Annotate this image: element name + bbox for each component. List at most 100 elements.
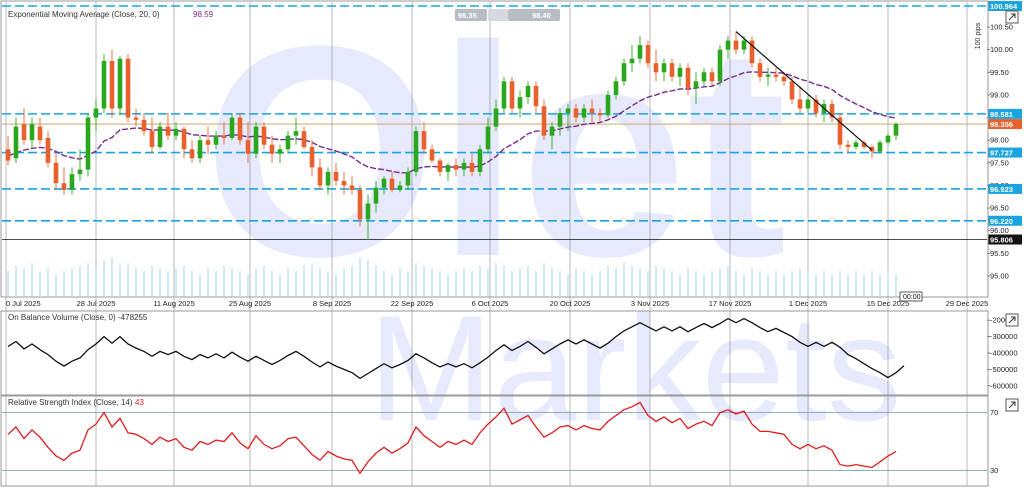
expand-icon[interactable] bbox=[1005, 10, 1019, 24]
candle-body bbox=[309, 146, 315, 168]
candle-body bbox=[541, 106, 547, 136]
candle-body bbox=[677, 67, 683, 77]
candle-body bbox=[365, 203, 371, 220]
watermark-logo-text: Olet bbox=[203, 0, 786, 319]
y-tick-label: 95.00 bbox=[990, 272, 1009, 281]
candle-body bbox=[157, 126, 163, 147]
quote-box[interactable]: 98.35 98.40 bbox=[455, 9, 560, 21]
candle-body bbox=[405, 171, 411, 186]
candle-body bbox=[325, 171, 331, 186]
price-tag-bg bbox=[988, 108, 1022, 119]
x-date-label: 20 Oct 2025 bbox=[550, 299, 591, 308]
candle-body bbox=[77, 169, 83, 175]
x-date-label: 15 Dec 2025 bbox=[867, 299, 910, 308]
candle-body bbox=[45, 137, 51, 163]
candle-body bbox=[549, 126, 555, 136]
y-tick-label: 100.50 bbox=[990, 23, 1013, 32]
candle-body bbox=[805, 99, 811, 109]
candle-body bbox=[117, 58, 123, 109]
y-tick-label: 95.50 bbox=[990, 249, 1009, 258]
rsi-expand-icon[interactable] bbox=[1005, 398, 1019, 412]
candle-body bbox=[149, 131, 155, 147]
y-tick-label: 97.50 bbox=[990, 158, 1009, 167]
candle-body bbox=[749, 40, 755, 64]
obv-tick-label: -400000 bbox=[990, 349, 1018, 358]
ema-indicator-label[interactable]: Exponential Moving Average (Close, 20, 0… bbox=[8, 10, 160, 19]
candle-body bbox=[37, 126, 43, 141]
candle-body bbox=[693, 81, 699, 89]
obv-expand-icon[interactable] bbox=[1005, 313, 1019, 327]
candle-body bbox=[101, 60, 107, 109]
candle-body bbox=[877, 142, 883, 152]
y-tick-label: 100.00 bbox=[990, 45, 1013, 54]
candle-body bbox=[725, 40, 731, 50]
candle-body bbox=[253, 126, 259, 154]
candle-body bbox=[229, 117, 235, 138]
bid-price[interactable]: 98.35 bbox=[458, 11, 477, 20]
obv-tick-label: -200000 bbox=[990, 316, 1018, 325]
candle-body bbox=[757, 63, 763, 77]
candle-body bbox=[13, 126, 19, 159]
candle-body bbox=[277, 149, 283, 154]
candle-body bbox=[453, 165, 459, 170]
candle-body bbox=[173, 128, 179, 136]
price-tag: 97.727 bbox=[990, 149, 1013, 158]
candle-body bbox=[469, 162, 475, 172]
candle-body bbox=[29, 124, 35, 141]
ask-price[interactable]: 98.40 bbox=[532, 11, 551, 20]
candle-body bbox=[397, 185, 403, 190]
candle-body bbox=[413, 131, 419, 172]
y-tick-label: 99.00 bbox=[990, 90, 1009, 99]
x-date-label: 6 Oct 2025 bbox=[472, 299, 509, 308]
candle-body bbox=[845, 144, 851, 147]
candle-body bbox=[717, 49, 723, 82]
candle-body bbox=[653, 63, 659, 73]
candle-body bbox=[141, 119, 147, 132]
candle-body bbox=[669, 63, 675, 77]
x-date-label: 11 Aug 2025 bbox=[153, 299, 195, 308]
ema-line bbox=[7, 71, 897, 174]
candle-body bbox=[533, 85, 539, 107]
candle-body bbox=[493, 108, 499, 127]
svg-text:00:00: 00:00 bbox=[903, 294, 921, 301]
candle-body bbox=[317, 167, 323, 186]
candle-body bbox=[165, 126, 171, 136]
candle-body bbox=[5, 149, 11, 161]
candle-body bbox=[893, 124, 899, 136]
candle-body bbox=[357, 189, 363, 220]
price-tag-bg bbox=[988, 1, 1022, 11]
pips-label: 100 pips bbox=[975, 22, 982, 49]
candle-body bbox=[133, 117, 139, 120]
candle-body bbox=[381, 178, 387, 188]
candle-body bbox=[813, 99, 819, 114]
candle-body bbox=[293, 131, 299, 136]
candle-body bbox=[269, 144, 275, 154]
obv-indicator-label[interactable]: On Balance Volume (Close, 0) bbox=[8, 313, 116, 322]
x-date-label: 8 Sep 2025 bbox=[313, 299, 351, 308]
candle-body bbox=[421, 131, 427, 150]
candle-body bbox=[285, 135, 291, 150]
candle-body bbox=[797, 99, 803, 109]
obv-indicator-value: -478255 bbox=[118, 313, 148, 322]
price-tag-bg bbox=[988, 119, 1022, 130]
x-date-label: 22 Sep 2025 bbox=[391, 299, 434, 308]
price-tag: 98.356 bbox=[990, 120, 1013, 129]
rsi-tick-label: 30 bbox=[990, 466, 998, 475]
rsi-indicator-label[interactable]: Relative Strength Index (Close, 14) bbox=[8, 398, 133, 407]
candle-body bbox=[485, 126, 491, 150]
candle-body bbox=[685, 67, 691, 89]
ema-indicator-value: 98.59 bbox=[193, 10, 214, 19]
candle-body bbox=[109, 60, 115, 109]
candle-body bbox=[581, 108, 587, 118]
y-tick-label: 96.50 bbox=[990, 204, 1009, 213]
candle-body bbox=[741, 40, 747, 50]
candle-body bbox=[93, 108, 99, 118]
candle-body bbox=[461, 162, 467, 170]
x-date-label: 17 Nov 2025 bbox=[709, 299, 752, 308]
candle-body bbox=[565, 108, 571, 114]
candle-body bbox=[885, 135, 891, 143]
candle-body bbox=[621, 63, 627, 82]
candle-body bbox=[69, 174, 75, 190]
trendline bbox=[735, 31, 873, 151]
